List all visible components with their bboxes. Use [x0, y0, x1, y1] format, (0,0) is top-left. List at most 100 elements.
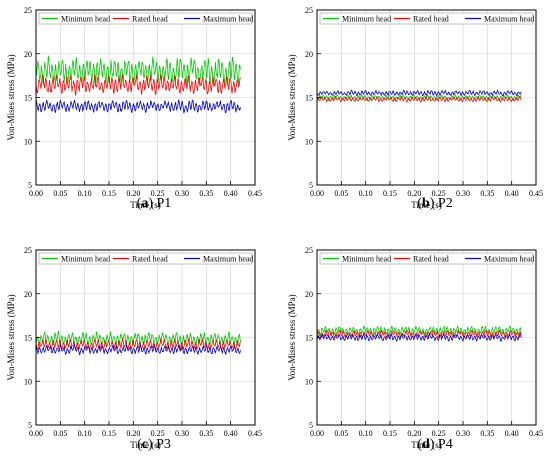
- x-axis-label: Time (s): [411, 200, 441, 210]
- legend-box: [319, 12, 534, 25]
- y-tick-label: 15: [24, 94, 32, 103]
- legend-entry: Minimum head: [342, 15, 391, 24]
- series-line-maximum-head: [316, 332, 522, 343]
- x-tick-label: 0.05: [53, 429, 67, 438]
- x-tick-label: 0.10: [78, 429, 92, 438]
- caption-a-letter: a: [141, 196, 149, 211]
- x-tick-label: 0.45: [529, 429, 543, 438]
- x-tick-label: 0.00: [29, 429, 43, 438]
- x-tick-label: 0.05: [53, 189, 67, 198]
- legend-entry: Maximum head: [203, 15, 253, 24]
- y-axis-label: Von-Mises stress (MPa): [6, 294, 16, 380]
- y-tick-label: 20: [24, 50, 32, 59]
- x-tick-label: 0.30: [456, 429, 470, 438]
- x-tick-label: 0.40: [505, 189, 519, 198]
- caption-c: (c) P3: [137, 437, 171, 452]
- x-tick-label: 0.35: [480, 429, 494, 438]
- y-tick-label: 10: [24, 137, 32, 146]
- panel-b: 0.00 0.05 0.10 0.15 0.20 0.25 0.30 0.35 0.40 0.45…: [287, 6, 543, 210]
- caption-a: (a) P1: [136, 196, 172, 211]
- series-line-minimum-head: [316, 324, 522, 337]
- x-axis-label: Time (s): [130, 200, 160, 210]
- x-tick-label: 0.20: [407, 189, 421, 198]
- series-line-maximum-head: [35, 343, 241, 356]
- y-tick-label: 15: [305, 94, 313, 103]
- panel-a: 0.00 0.05 0.10 0.15 0.20 0.25 0.30 0.35 0.40 0.45…: [6, 6, 262, 210]
- y-tick-label: 25: [24, 6, 32, 15]
- x-tick-label: 0.30: [175, 429, 189, 438]
- y-tick-label: 25: [24, 246, 32, 255]
- x-tick-label: 0.05: [334, 189, 348, 198]
- y-tick-label: 5: [28, 421, 32, 430]
- x-tick-label: 0.00: [310, 429, 324, 438]
- legend: Minimum head Rated head Maximum head: [38, 252, 253, 265]
- legend-entry: Maximum head: [203, 255, 253, 264]
- series-line-rated-head: [35, 74, 241, 97]
- caption-d-letter: d: [421, 437, 430, 452]
- caption-b-letter: b: [421, 196, 430, 211]
- x-tick-label: 0.20: [126, 189, 140, 198]
- y-axis-label: Von-Mises stress (MPa): [6, 54, 16, 140]
- x-tick-label: 0.35: [199, 189, 213, 198]
- legend-entry: Rated head: [132, 15, 168, 24]
- series-line-minimum-head: [316, 93, 522, 102]
- x-tick-label: 0.40: [224, 189, 238, 198]
- x-axis-label: Time (s): [130, 440, 160, 450]
- legend-box: [319, 252, 534, 265]
- legend-entry: Rated head: [413, 15, 449, 24]
- y-tick-label: 5: [309, 181, 313, 190]
- series-line-maximum-head: [316, 89, 522, 98]
- legend: Minimum head Rated head Maximum head: [319, 12, 534, 25]
- y-tick-label: 25: [305, 6, 313, 15]
- y-axis-label: Von-Mises stress (MPa): [287, 54, 297, 140]
- legend-entry: Rated head: [132, 255, 168, 264]
- x-tick-label: 0.35: [480, 189, 494, 198]
- x-tick-label: 0.20: [126, 429, 140, 438]
- x-tick-label: 0.00: [29, 189, 43, 198]
- x-tick-label: 0.10: [359, 189, 373, 198]
- x-tick-label: 0.15: [383, 429, 397, 438]
- x-tick-label: 0.40: [505, 429, 519, 438]
- x-tick-label: 0.10: [359, 429, 373, 438]
- legend-entry: Minimum head: [61, 255, 110, 264]
- legend-entry: Minimum head: [61, 15, 110, 24]
- legend: Minimum head Rated head Maximum head: [319, 252, 534, 265]
- legend-box: [38, 12, 253, 25]
- series-line-rated-head: [35, 337, 241, 351]
- legend-entry: Rated head: [413, 255, 449, 264]
- x-tick-label: 0.25: [432, 429, 446, 438]
- y-tick-label: 15: [24, 334, 32, 343]
- caption-b: (b) P2: [417, 196, 453, 211]
- y-axis-label: Von-Mises stress (MPa): [287, 294, 297, 380]
- series-line-maximum-head: [35, 98, 241, 115]
- caption-a-name: P1: [156, 196, 172, 211]
- x-tick-label: 0.05: [334, 429, 348, 438]
- x-tick-label: 0.00: [310, 189, 324, 198]
- x-axis-label: Time (s): [411, 440, 441, 450]
- series-line-rated-head: [316, 328, 522, 340]
- x-tick-label: 0.45: [529, 189, 543, 198]
- x-tick-label: 0.35: [199, 429, 213, 438]
- y-tick-label: 5: [309, 421, 313, 430]
- caption-c-name: P3: [156, 437, 171, 452]
- x-tick-label: 0.20: [407, 429, 421, 438]
- y-tick-label: 20: [24, 290, 32, 299]
- y-tick-label: 10: [305, 377, 313, 386]
- caption-d: (d) P4: [417, 437, 453, 452]
- legend-entry: Maximum head: [484, 255, 534, 264]
- x-tick-label: 0.15: [383, 189, 397, 198]
- x-tick-label: 0.30: [175, 189, 189, 198]
- legend: Minimum head Rated head Maximum head: [38, 12, 253, 25]
- x-tick-label: 0.45: [248, 429, 262, 438]
- x-tick-label: 0.15: [102, 189, 116, 198]
- y-tick-label: 15: [305, 334, 313, 343]
- legend-entry: Minimum head: [342, 255, 391, 264]
- y-tick-label: 5: [28, 181, 32, 190]
- y-tick-label: 10: [305, 137, 313, 146]
- caption-c-letter: c: [141, 437, 148, 452]
- series-line-rated-head: [316, 95, 522, 103]
- x-tick-label: 0.30: [456, 189, 470, 198]
- x-tick-label: 0.25: [151, 189, 165, 198]
- panel-c: 0.00 0.05 0.10 0.15 0.20 0.25 0.30 0.35 0.40 0.45…: [6, 246, 262, 450]
